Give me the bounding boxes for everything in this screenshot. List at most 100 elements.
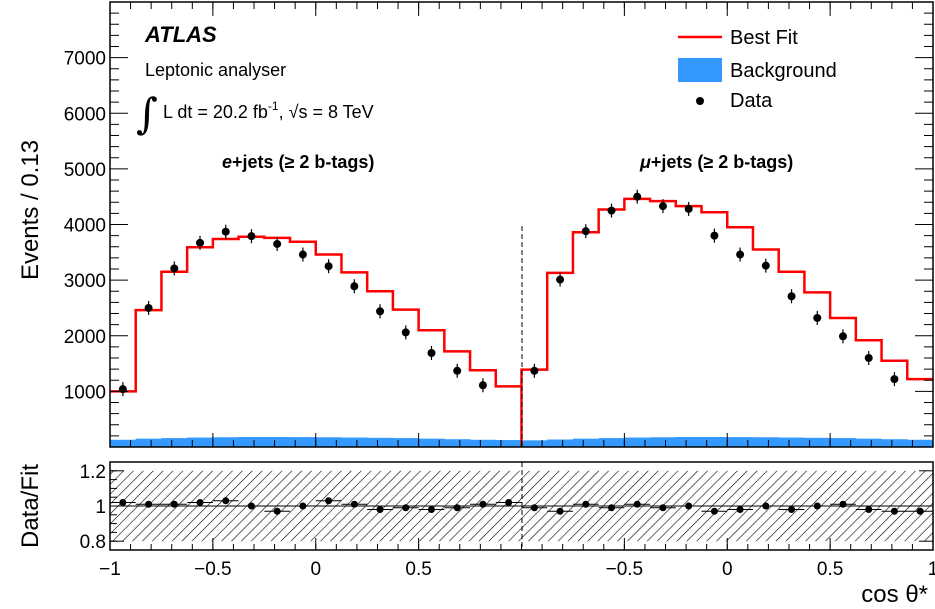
legend-background-swatch: [678, 58, 722, 82]
data-point: [890, 375, 899, 384]
data-point: [427, 348, 436, 357]
data-point: [864, 354, 873, 362]
background-bar: [110, 439, 137, 447]
ratio-point: [890, 507, 898, 515]
ratio-point: [325, 497, 333, 505]
ratio-point: [633, 500, 641, 508]
ratio-point: [839, 500, 847, 508]
analysis-label: Leptonic analyser: [145, 60, 286, 80]
ratio-point: [505, 498, 513, 506]
ratio-y-axis: 0.8 1 1.2: [80, 462, 933, 553]
ratio-point: [659, 504, 667, 512]
ratio-point: [427, 506, 435, 514]
x-tick-label: −0.5: [606, 559, 644, 580]
background-bar: [187, 437, 214, 447]
ratio-y-axis-title: Data/Fit: [17, 464, 44, 548]
background-bar: [830, 438, 857, 447]
main-y-tick-label: 2000: [64, 327, 106, 348]
data-point: [838, 332, 847, 341]
data-point: [376, 307, 385, 316]
background-bar: [907, 439, 934, 447]
ratio-point: [916, 507, 924, 515]
ratio-point: [145, 500, 153, 508]
background-bar: [470, 439, 497, 447]
x-tick-label: −1: [99, 559, 121, 580]
ratio-point: [788, 506, 796, 514]
ratio-point: [247, 502, 255, 510]
ratio-data-points: [110, 497, 933, 515]
ratio-point: [299, 502, 307, 510]
ratio-point: [119, 498, 127, 506]
main-y-tick-label: 7000: [64, 49, 106, 70]
background-bar: [675, 436, 702, 447]
muon-channel-label: μ+jets (≥ 2 b-tags): [639, 152, 793, 172]
ratio-point: [813, 502, 821, 510]
ratio-point: [608, 504, 616, 512]
ratio-point: [273, 507, 281, 515]
legend-data-label: Data: [730, 90, 773, 112]
ratio-x-axis: −1 −0.5 0 0.5 −0.5 0 0.5 1: [99, 538, 935, 580]
background-bar: [367, 437, 394, 447]
electron-symbol: e: [222, 152, 232, 172]
electron-channel-label: e+jets (≥ 2 b-tags): [222, 152, 374, 172]
background-bar: [547, 439, 574, 447]
muon-symbol: μ: [639, 152, 651, 172]
data-point: [273, 239, 282, 248]
x-tick-label: 0.5: [817, 559, 843, 580]
background-bar: [855, 438, 882, 447]
data-point: [478, 381, 487, 390]
legend: Best Fit Background Data: [678, 27, 837, 112]
data-point: [144, 303, 153, 312]
data-point: [453, 366, 462, 375]
background-bar: [290, 437, 317, 447]
main-y-tick-label: 5000: [64, 160, 106, 181]
lumi-exponent: -1: [268, 99, 279, 113]
background-bar: [418, 438, 445, 447]
main-x-ticks: [109, 2, 934, 447]
data-point: [556, 275, 565, 284]
ratio-point: [736, 506, 744, 514]
lumi-label: L dt = 20.2 fb-1, √s = 8 TeV: [163, 99, 374, 122]
data-point: [247, 232, 256, 241]
data-point: [607, 206, 616, 215]
ratio-point: [762, 502, 770, 510]
main-y-tick-label: 4000: [64, 216, 106, 237]
main-y-axis-title: Events / 0.13: [17, 140, 44, 280]
data-point: [787, 292, 796, 301]
data-point: [221, 227, 230, 236]
main-y-tick-label: 6000: [64, 104, 106, 125]
data-point: [401, 328, 410, 337]
legend-best-fit-label: Best Fit: [730, 27, 798, 49]
ratio-point: [685, 502, 693, 510]
background-bar: [238, 436, 265, 447]
data-point: [761, 261, 770, 270]
ratio-point: [376, 506, 384, 514]
ratio-y-tick-label: 0.8: [80, 532, 106, 553]
ratio-point: [222, 497, 230, 505]
data-point: [633, 192, 642, 201]
ratio-point: [530, 504, 538, 512]
background-bar: [572, 438, 599, 447]
background-bar: [804, 437, 831, 447]
data-point: [710, 231, 719, 240]
data-point: [813, 313, 822, 322]
background-bar: [778, 437, 805, 447]
data-point: [324, 262, 333, 271]
background-bar: [598, 438, 625, 447]
data-point: [684, 204, 693, 213]
background-bar: [264, 436, 291, 447]
data-point: [196, 238, 205, 247]
data-points: [118, 189, 899, 397]
x-tick-label: 0: [722, 559, 733, 580]
legend-background-label: Background: [730, 60, 837, 82]
data-point: [350, 282, 359, 291]
ratio-point: [170, 500, 178, 508]
ratio-y-tick-label: 1.2: [80, 462, 106, 483]
x-tick-label: −0.5: [194, 559, 232, 580]
experiment-label: ATLAS: [144, 22, 217, 47]
background-bar: [521, 440, 548, 447]
ratio-point: [710, 507, 718, 515]
x-tick-label: 0.5: [405, 559, 431, 580]
main-y-tick-label: 1000: [64, 382, 106, 403]
